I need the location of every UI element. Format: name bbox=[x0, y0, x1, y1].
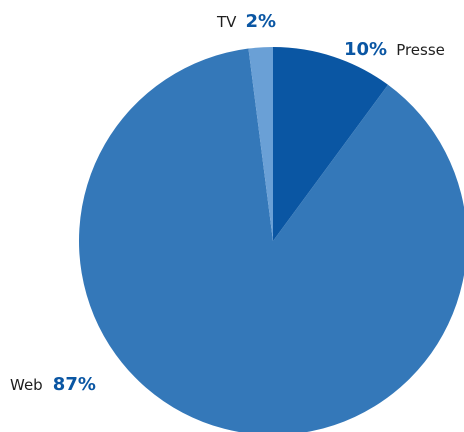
web-name: Web bbox=[10, 376, 43, 394]
tv-name: TV bbox=[216, 13, 237, 31]
pie-slice-presse bbox=[273, 47, 389, 241]
web-label: Web 87% bbox=[10, 374, 96, 395]
tv-label: TV 2% bbox=[216, 11, 276, 32]
tv-percent: 2% bbox=[246, 11, 277, 32]
pie-slices bbox=[79, 47, 464, 432]
presse-percent: 10% bbox=[344, 39, 387, 60]
presse-name: Presse bbox=[396, 41, 445, 59]
web-percent: 87% bbox=[53, 374, 96, 395]
pie-slice-tv bbox=[248, 47, 273, 241]
presse-label: 10% Presse bbox=[344, 39, 445, 60]
pie-slice-web bbox=[79, 48, 464, 432]
